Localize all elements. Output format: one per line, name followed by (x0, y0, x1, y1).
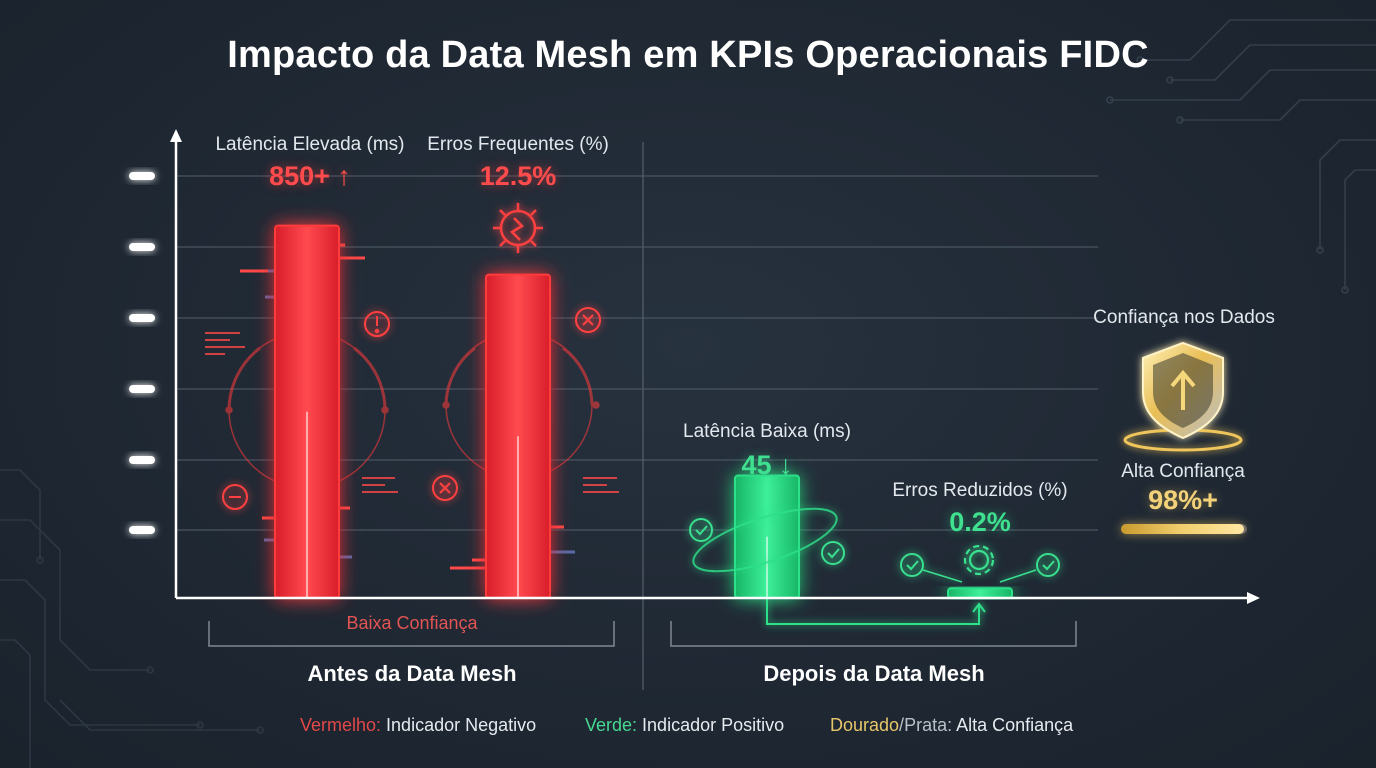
legend-gold-text: Alta Confiança (952, 715, 1074, 735)
trust-status: Alta Confiança (1121, 461, 1245, 482)
bar-label-erros-frequentes: Erros Frequentes (%) (427, 134, 609, 155)
bar-1-1 (947, 587, 1013, 600)
circuit-decoration-bottom-left (0, 469, 264, 768)
trust-progress-fill (1121, 524, 1245, 534)
broken-gear-icon (493, 203, 543, 253)
y-tick-marker-3 (129, 385, 155, 393)
legend-negative: Vermelho: Indicador Negativo (300, 715, 536, 736)
gear-icon (922, 544, 1037, 583)
bar-label-latencia-baixa: Latência Baixa (ms) (683, 421, 851, 442)
group-label-antes: Antes da Data Mesh (307, 661, 517, 686)
bar-value-latencia-baixa: 45 ↓ (741, 450, 793, 480)
alert-icon (364, 311, 390, 337)
minus-circle-icon (222, 484, 248, 510)
y-tick-marker-0 (129, 172, 155, 180)
trust-value: 98%+ (1148, 485, 1218, 515)
legend-positive: Verde: Indicador Positivo (585, 715, 784, 736)
bar-value-erros-reduzidos: 0.2% (949, 507, 1011, 537)
close-circle-icon (432, 307, 601, 501)
bar-label-erros-reduzidos: Erros Reduzidos (%) (892, 480, 1068, 501)
legend-gold-key: Dourado (830, 715, 900, 735)
legend-high-confidence: Dourado/Prata: Alta Confiança (830, 715, 1073, 736)
chart-title: Impacto da Data Mesh em KPIs Operacionai… (227, 34, 1149, 76)
legend-red-text: Indicador Negativo (381, 715, 537, 735)
check-circle-icon (689, 518, 1060, 577)
bar-value-latencia-elevada: 850+ ↑ (269, 161, 351, 191)
legend-red-key: Vermelho: (300, 715, 382, 735)
axes (170, 129, 1260, 604)
connector-arrow (766, 598, 986, 625)
y-tick-marker-5 (129, 526, 155, 534)
trust-progress-bar (1121, 524, 1247, 534)
group-annotation-baixa-confianca: Baixa Confiança (346, 613, 478, 633)
legend-green-key: Verde: (585, 715, 638, 735)
shield-icon (1123, 341, 1243, 452)
legend-green-text: Indicador Positivo (637, 715, 785, 735)
trust-label: Confiança nos Dados (1093, 307, 1275, 328)
y-tick-marker-1 (129, 243, 155, 251)
group-brackets (208, 621, 1077, 647)
bar-value-erros-frequentes: 12.5% (479, 161, 557, 191)
data-lines-decoration (205, 332, 619, 493)
y-tick-marker-4 (129, 456, 155, 464)
legend-slash: / (899, 715, 905, 735)
legend-silver-key: Prata: (904, 715, 953, 735)
circuit-decoration-top-right (1106, 19, 1376, 294)
y-tick-marker-2 (129, 314, 155, 322)
group-label-depois: Depois da Data Mesh (763, 661, 985, 686)
y-tick-markers (129, 172, 155, 534)
orbit-ring-decoration (692, 507, 838, 573)
bar-label-latencia-elevada: Latência Elevada (ms) (215, 134, 405, 155)
